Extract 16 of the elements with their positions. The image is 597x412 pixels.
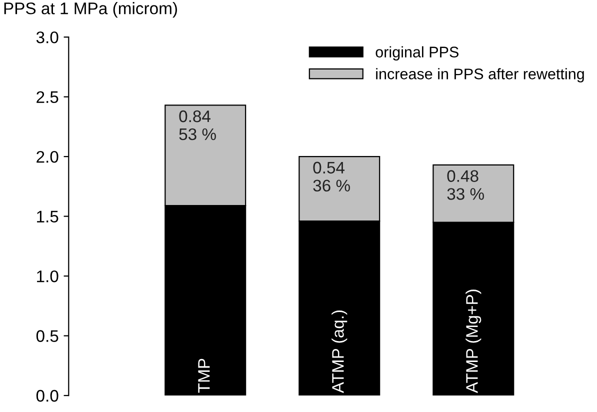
x-tick-label: ATMP (aq.): [332, 310, 348, 394]
y-tick-label: 0.0: [36, 390, 58, 402]
data-label: 0.54 36 %: [313, 162, 350, 192]
y-tick-label: 2.5: [36, 91, 58, 104]
x-tick-label: TMP: [198, 358, 210, 393]
y-tick-label: 3.0: [36, 31, 58, 44]
data-label: 0.84 53 %: [179, 110, 216, 140]
data-label: 0.48 33 %: [447, 170, 484, 200]
y-tick-label: 2.0: [36, 150, 58, 163]
legend-label: increase in PPS after rewetting: [376, 68, 584, 82]
x-tick-label: ATMP (Mg+P): [466, 290, 482, 394]
y-tick-label: 0.5: [36, 330, 58, 342]
y-tick-label: 1.0: [37, 270, 58, 282]
y-tick-label: 1.5: [37, 210, 58, 223]
y-axis-title: PPS at 1 MPa (microm): [4, 2, 177, 18]
legend-label: original PPS: [376, 46, 458, 60]
